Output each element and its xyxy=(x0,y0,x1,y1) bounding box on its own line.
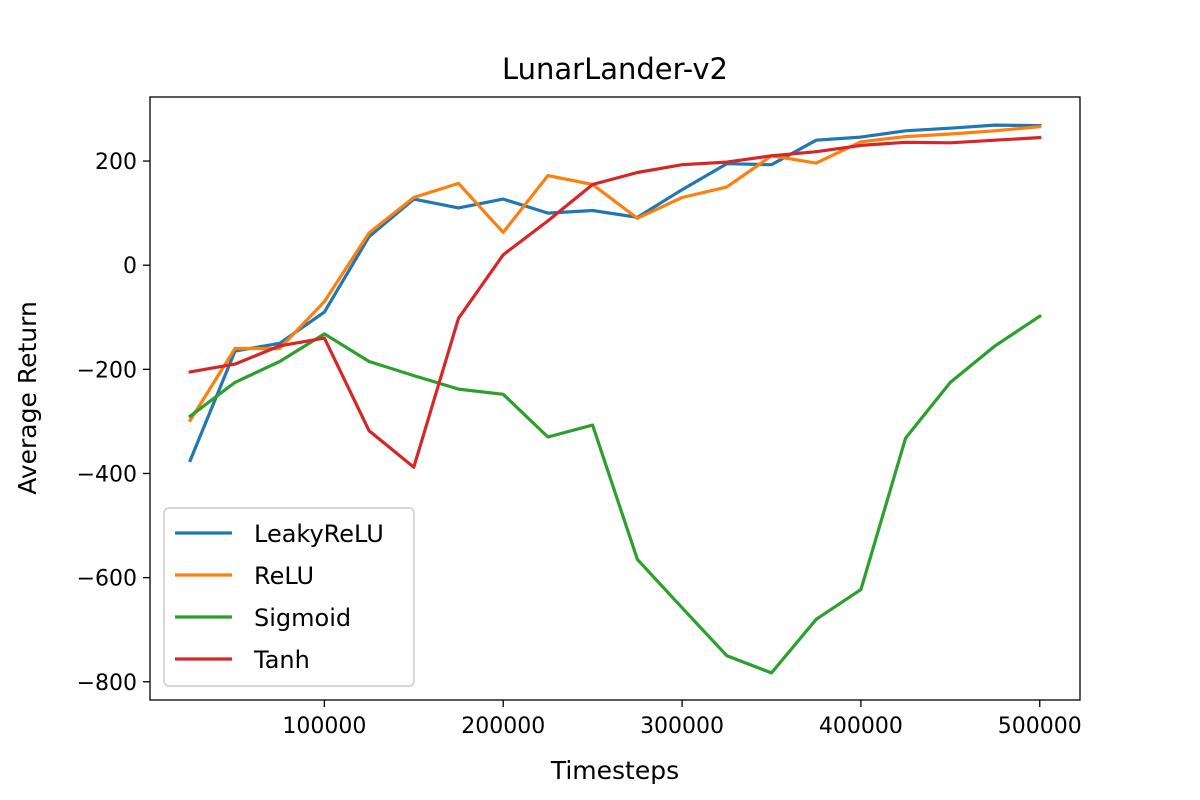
y-tick-label: 200 xyxy=(95,150,137,175)
y-axis-label: Average Return xyxy=(13,301,42,495)
series-layer xyxy=(187,123,1043,675)
series-line-relu xyxy=(187,124,1042,423)
x-tick-label: 400000 xyxy=(819,714,903,739)
x-tick-label: 100000 xyxy=(282,714,366,739)
legend-label-leakyrelu: LeakyReLU xyxy=(254,520,384,548)
series-line-tanh xyxy=(188,135,1042,469)
plot-area xyxy=(149,96,1081,701)
y-axis: −800 −600 −400 −200 0 200 xyxy=(77,150,150,696)
x-axis: 100000 200000 300000 400000 500000 xyxy=(282,700,1082,739)
x-tick-label: 200000 xyxy=(461,714,545,739)
y-tick-label: −200 xyxy=(77,358,137,383)
x-tick-label: 300000 xyxy=(640,714,724,739)
x-tick-label: 500000 xyxy=(998,714,1082,739)
series-line-leakyrelu xyxy=(188,123,1042,463)
legend: LeakyReLU ReLU Sigmoid Tanh xyxy=(163,507,415,687)
legend-label-sigmoid: Sigmoid xyxy=(254,604,351,632)
series-line-sigmoid xyxy=(187,313,1043,675)
y-tick-label: −800 xyxy=(77,671,137,696)
y-tick-label: 0 xyxy=(123,254,137,279)
y-tick-label: −600 xyxy=(77,567,137,592)
y-tick-label: −400 xyxy=(77,462,137,487)
legend-label-tanh: Tanh xyxy=(253,646,310,674)
x-axis-label: Timesteps xyxy=(550,756,679,785)
legend-box xyxy=(163,507,415,687)
plot-frame xyxy=(149,96,1081,701)
chart-title: LunarLander-v2 xyxy=(502,52,728,86)
legend-label-relu: ReLU xyxy=(254,562,314,590)
